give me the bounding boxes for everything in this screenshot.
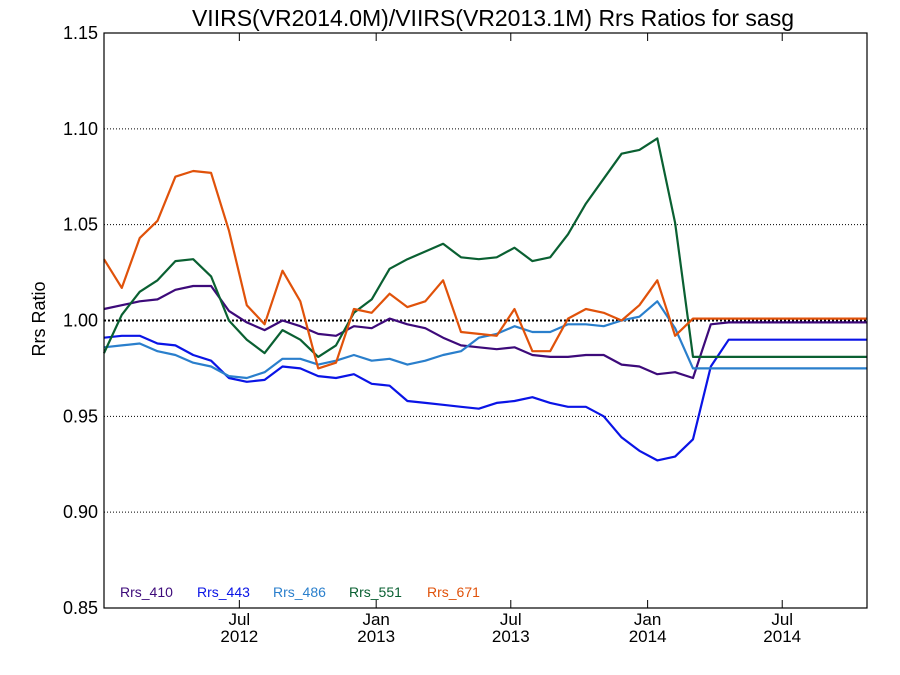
x-tick-label: Jan [362,610,389,629]
legend-item: Rrs_671 [427,584,480,600]
legend-item: Rrs_443 [197,584,250,600]
x-tick-label: 2014 [629,627,667,646]
legend-item: Rrs_551 [349,584,402,600]
x-tick-label: 2013 [357,627,395,646]
series-line-rrs-443 [103,334,867,462]
series-line-rrs-551 [103,137,867,358]
gridlines [104,128,867,513]
series-lines [103,137,867,462]
y-tick-label: 0.95 [63,406,98,426]
x-tick-label: Jan [634,610,661,629]
y-tick-label: 0.85 [63,598,98,618]
plot-frame [103,32,868,609]
chart-title: VIIRS(VR2014.0M)/VIIRS(VR2013.1M) Rrs Ra… [192,5,794,31]
x-tick-label: 2014 [763,627,801,646]
series-line-rrs-410 [103,284,867,380]
legend-item: Rrs_410 [120,584,173,600]
legend-item: Rrs_486 [273,584,326,600]
y-tick-label: 1.10 [63,119,98,139]
y-tick-label: 1.15 [63,23,98,43]
y-tick-label: 1.05 [63,215,98,235]
legend: Rrs_410 Rrs_443 Rrs_486 Rrs_551 Rrs_671 [120,584,480,600]
series-line-rrs-671 [103,169,867,370]
y-tick-label: 0.90 [63,502,98,522]
x-tick-label: 2013 [492,627,530,646]
axes: 0.850.900.951.001.051.101.15Jul2012Jan20… [63,23,868,646]
x-tick-label: 2012 [220,627,258,646]
y-tick-label: 1.00 [63,311,98,331]
x-tick-label: Jul [500,610,522,629]
y-axis-label: Rrs Ratio [29,281,49,356]
x-tick-label: Jul [771,610,793,629]
x-tick-label: Jul [228,610,250,629]
